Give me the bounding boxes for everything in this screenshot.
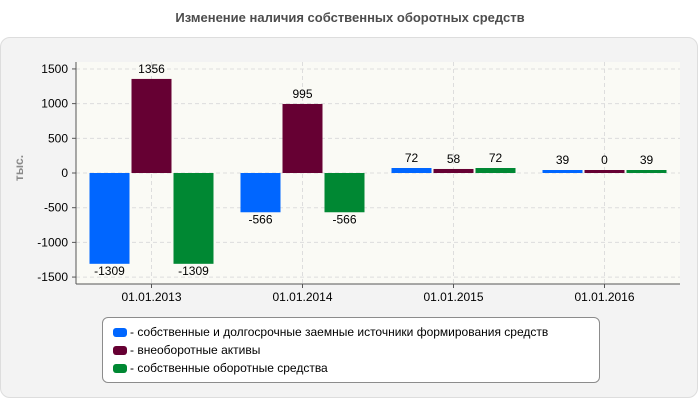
legend-label: - собственные и долгосрочные заемные ист…: [130, 325, 549, 339]
data-labels: -1309 1356 -1309 -566 995 -566 72 58 72 39 0 39: [94, 62, 653, 278]
chart-title: Изменение наличия собственных оборотных …: [175, 10, 525, 25]
y-tick-label: 1500: [41, 62, 68, 76]
y-tick-label: -500: [44, 201, 68, 215]
data-label: 72: [405, 151, 419, 165]
bar-3: [173, 173, 214, 264]
bar-2: [282, 103, 323, 173]
y-tick-label: 1000: [41, 97, 68, 111]
legend-swatch-maroon: [113, 345, 127, 355]
data-label: -1309: [94, 264, 125, 278]
y-tick-label: 500: [48, 131, 68, 145]
data-label: 39: [640, 153, 654, 167]
data-label: -566: [248, 212, 272, 226]
x-tick-label: 01.01.2016: [574, 290, 634, 304]
data-label: 1356: [138, 62, 165, 76]
data-label: -566: [332, 212, 356, 226]
legend-label: - собственные оборотные средства: [130, 361, 328, 375]
bar-1: [391, 168, 432, 173]
bar-3: [475, 168, 516, 173]
data-label: 58: [447, 152, 461, 166]
axes: 1500 1000 500 0 -500 -1000 -1500 01.01.2013 01.0…: [37, 62, 680, 304]
legend-label: - внеоборотные активы: [130, 343, 261, 357]
x-tick-label: 01.01.2015: [423, 290, 483, 304]
x-tick-label: 01.01.2014: [272, 290, 332, 304]
data-label: 39: [556, 153, 570, 167]
data-label: 0: [601, 153, 608, 167]
bars: [89, 78, 667, 264]
bar-1: [89, 173, 130, 264]
bar-2: [584, 170, 625, 173]
legend-item-series-2: - внеоборотные активы: [113, 342, 260, 358]
y-tick-label: -1000: [37, 235, 68, 249]
bar-2: [433, 168, 474, 173]
y-axis-label: тыс.: [12, 155, 26, 181]
x-tick-label: 01.01.2013: [121, 290, 181, 304]
y-tick-label: 0: [61, 166, 68, 180]
legend-swatch-blue: [113, 327, 127, 337]
legend-item-series-1: - собственные и долгосрочные заемные ист…: [113, 324, 548, 340]
bar-3: [626, 170, 667, 173]
data-label: 72: [489, 151, 503, 165]
bar-1: [240, 173, 281, 213]
y-tick-label: -1500: [37, 270, 68, 284]
legend-item-series-3: - собственные оборотные средства: [113, 360, 328, 376]
data-label: -1309: [178, 264, 209, 278]
legend: - собственные и долгосрочные заемные ист…: [102, 317, 600, 383]
data-label: 995: [292, 87, 312, 101]
bar-2: [131, 78, 172, 173]
legend-swatch-green: [113, 363, 127, 373]
bar-3: [324, 173, 365, 213]
bar-1: [542, 170, 583, 173]
